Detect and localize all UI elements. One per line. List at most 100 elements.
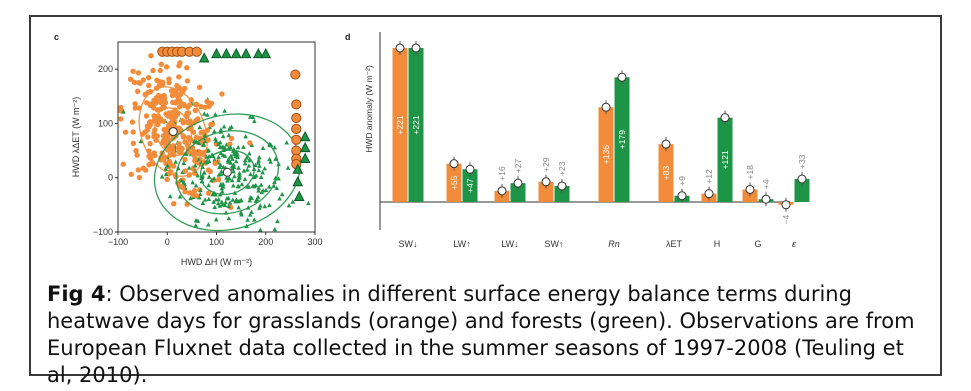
grassland-scatter-point — [196, 151, 202, 157]
forest-scatter-point — [217, 144, 223, 149]
forest-scatter-point — [219, 168, 224, 174]
forest-scatter-point — [263, 187, 269, 193]
forest-scatter-point — [256, 158, 262, 163]
grassland-bar — [392, 48, 408, 202]
grassland-scatter-point — [215, 176, 222, 183]
forest-bar — [462, 169, 478, 202]
grassland-scatter-point — [184, 78, 191, 84]
forest-scatter-point — [197, 124, 203, 130]
y-axis-label: HWD λΔET (W m⁻²) — [71, 97, 81, 178]
grassland-scatter-point — [174, 82, 180, 89]
forest-scatter-point — [253, 182, 259, 188]
forest-bar — [717, 117, 733, 202]
grassland-scatter-point — [182, 189, 188, 195]
forest-scatter-point — [290, 199, 296, 204]
forest-bar — [614, 77, 630, 202]
forest-scatter-point — [266, 184, 272, 189]
forest-scatter-point — [247, 212, 253, 217]
grassland-scatter-point — [171, 114, 178, 120]
x-axis-label: HWD ΔH (W m⁻²) — [181, 257, 252, 267]
grassland-mean-marker — [745, 184, 755, 194]
forest-scatter-point — [159, 174, 165, 179]
grassland-scatter-point — [176, 140, 182, 147]
grassland-scatter-point — [163, 64, 170, 70]
grassland-scatter-point — [212, 160, 218, 167]
grassland-scatter-point — [166, 76, 172, 82]
grassland-scatter-point — [205, 190, 212, 196]
grassland-scatter-point — [227, 141, 233, 147]
grassland-scatter-point — [143, 113, 150, 119]
bar-value-label: +221 — [411, 115, 421, 134]
grassland-scatter-point — [219, 91, 225, 97]
bar-value-label: +179 — [617, 130, 627, 149]
forest-scatter-point — [253, 173, 259, 178]
forest-scatter-point — [235, 144, 241, 150]
bar-category-label: G — [754, 239, 761, 249]
forest-scatter-point — [218, 162, 223, 167]
bar-category-label: LW↓ — [501, 239, 518, 249]
forest-scatter-point — [239, 197, 244, 203]
forest-scatter-point — [220, 189, 225, 194]
forest-bar — [408, 48, 424, 202]
forest-scatter-point — [205, 159, 210, 165]
forest-scatter-point — [262, 166, 268, 171]
forest-scatter-point — [195, 173, 200, 178]
grassland-scatter-point — [176, 149, 182, 155]
grassland-scatter-point — [176, 104, 183, 110]
grassland-scatter-point — [140, 165, 146, 171]
caption-label: Fig 4 — [47, 282, 106, 306]
forest-scatter-point — [258, 227, 263, 232]
grassland-scatter-point — [161, 126, 167, 133]
grassland-scatter-point — [132, 105, 138, 111]
forest-mean-point — [222, 167, 232, 177]
forest-scatter-point — [279, 191, 285, 197]
forest-scatter-point — [243, 133, 248, 139]
forest-scatter-point — [257, 203, 263, 208]
forest-bar — [794, 179, 810, 202]
forest-scatter-point — [179, 178, 184, 183]
forest-scatter-point — [228, 160, 233, 165]
forest-scatter-point — [246, 163, 252, 168]
grassland-scatter-point — [182, 156, 188, 163]
forest-scatter-point — [218, 150, 224, 156]
forest-scatter-point — [236, 177, 241, 183]
forest-scatter-point — [247, 158, 252, 163]
grassland-mean-marker — [395, 43, 405, 53]
grassland-scatter-point — [135, 167, 142, 173]
forest-scatter-point — [237, 175, 242, 180]
grassland-mean-point — [168, 127, 178, 137]
grassland-scatter-point — [209, 121, 215, 127]
forest-scatter-point — [230, 156, 235, 161]
forest-scatter-point — [267, 156, 272, 162]
forest-mean-marker — [720, 113, 730, 123]
grassland-scatter-point — [168, 88, 175, 94]
grassland-scatter-point — [193, 134, 200, 140]
forest-mean-marker — [513, 178, 523, 188]
bar-y-axis-label: HWD anomaly (W m⁻²) — [364, 65, 374, 153]
forest-scatter-point — [256, 167, 262, 173]
forest-highlighted-point — [240, 47, 252, 59]
grassland-scatter-point — [205, 167, 212, 173]
forest-scatter-point — [193, 223, 199, 228]
grassland-mean-marker — [781, 200, 791, 210]
grassland-scatter-point — [142, 129, 148, 135]
grassland-scatter-point — [180, 134, 187, 140]
forest-highlighted-point — [299, 152, 311, 163]
scatter-plot-area — [117, 46, 311, 232]
forest-scatter-point — [198, 187, 203, 193]
forest-highlighted-point — [220, 47, 232, 59]
grassland-scatter-point — [130, 68, 136, 74]
forest-scatter-point — [196, 195, 202, 200]
grassland-scatter-point — [177, 60, 183, 66]
forest-scatter-point — [235, 151, 240, 157]
forest-scatter-point — [253, 198, 259, 203]
forest-bar — [510, 183, 526, 202]
forest-scatter-point — [167, 193, 173, 199]
grassland-scatter-point — [191, 149, 198, 155]
forest-scatter-point — [213, 112, 218, 117]
forest-scatter-point — [257, 155, 262, 160]
forest-scatter-point — [248, 195, 253, 200]
grassland-scatter-point — [158, 61, 164, 67]
grassland-scatter-point — [170, 163, 177, 169]
grassland-scatter-point — [173, 90, 179, 96]
